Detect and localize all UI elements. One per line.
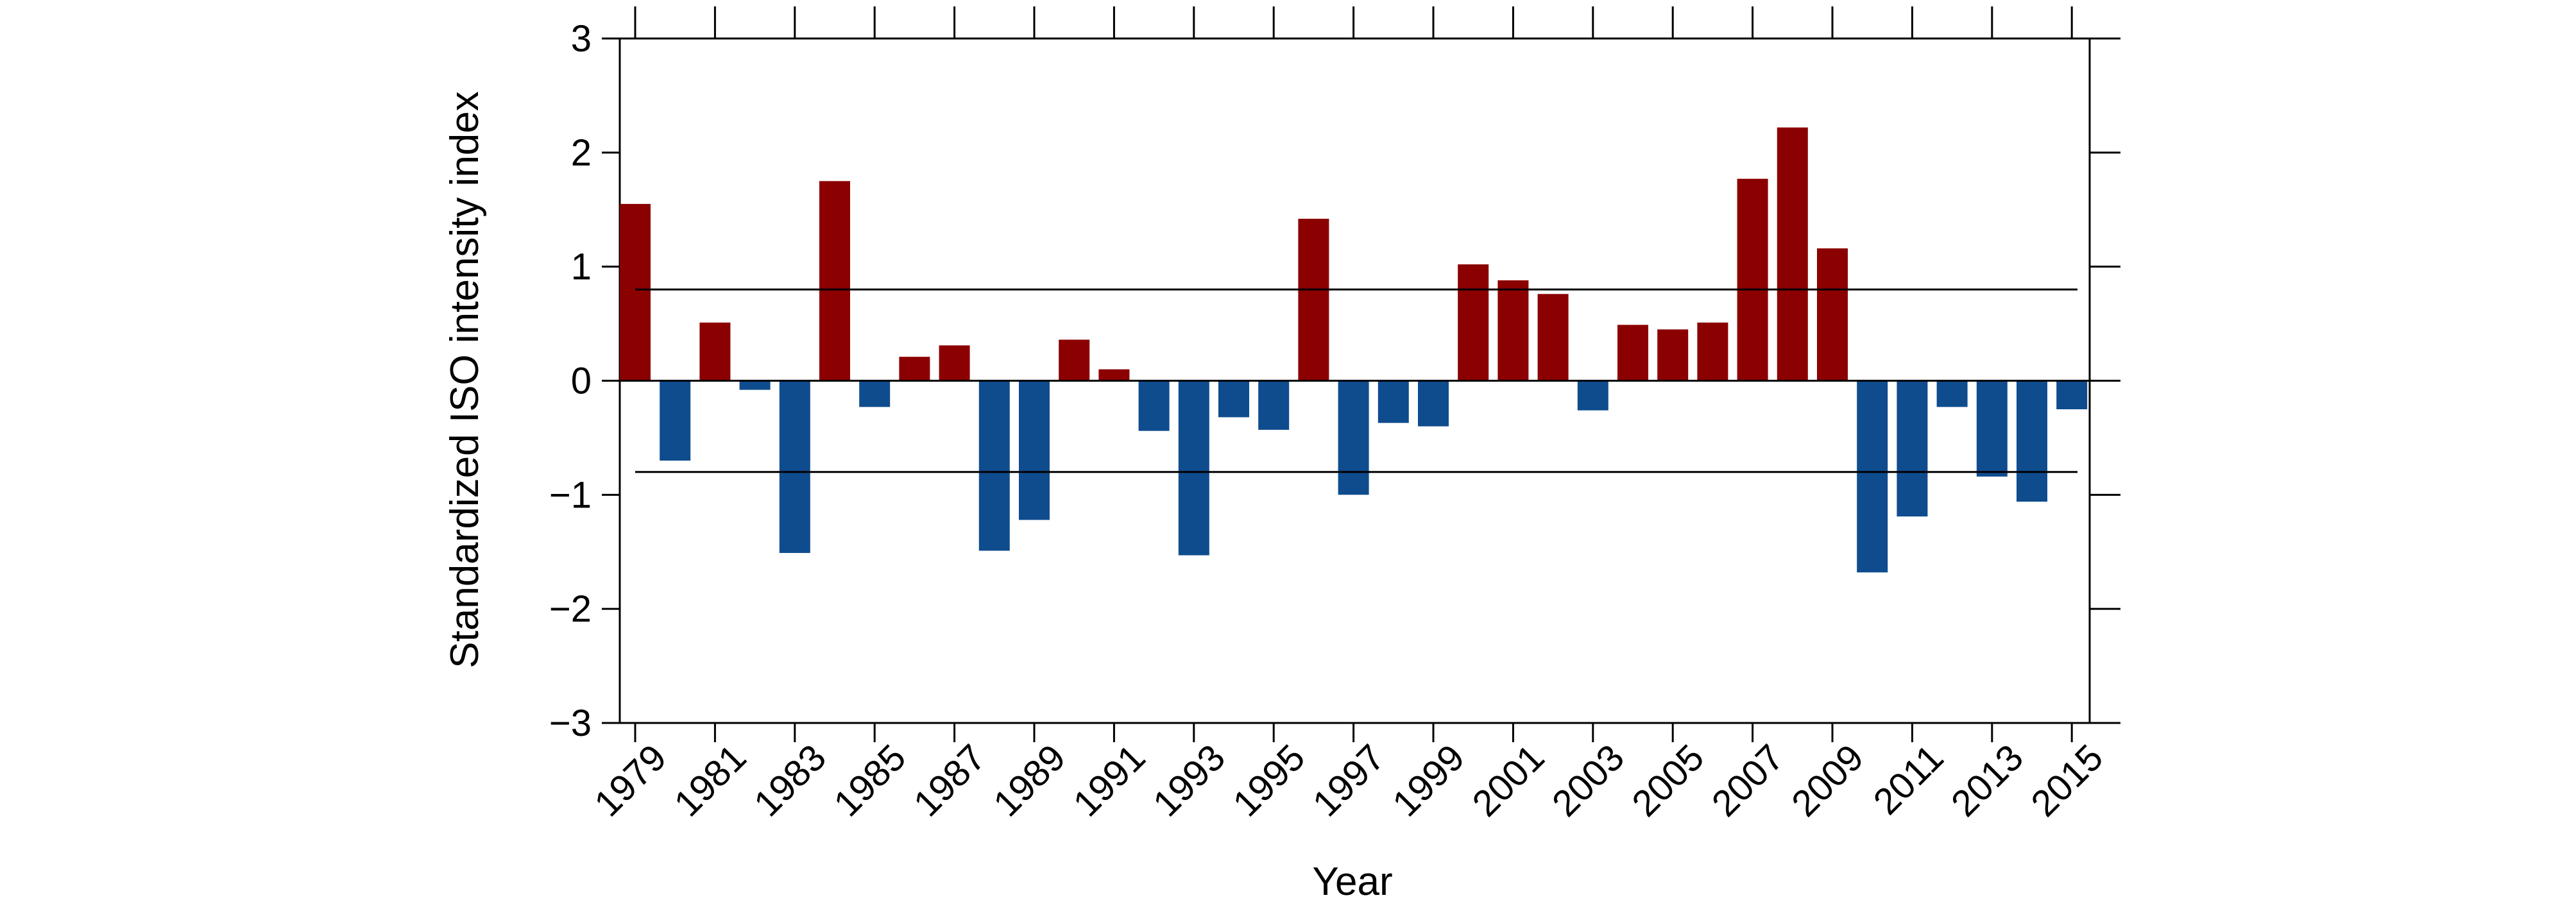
y-tick-label: 3 (571, 18, 592, 60)
y-axis: −3 −2 −1 0 1 2 3 (549, 18, 2120, 744)
x-tick-label: 2013 (1943, 736, 2031, 824)
x-tick-label: 1985 (826, 736, 914, 824)
bar-1990 (1059, 339, 1090, 381)
bar-1986 (899, 357, 930, 381)
y-tick-label: −2 (549, 588, 592, 630)
bar-1991 (1098, 369, 1130, 381)
x-axis-title: Year (1312, 860, 1392, 904)
bar-2002 (1537, 294, 1569, 381)
bar-1995 (1258, 380, 1290, 430)
bar-2003 (1577, 380, 1608, 411)
x-tick-label: 1991 (1065, 736, 1153, 824)
x-tick-label: 1989 (985, 736, 1073, 824)
bar-1982 (739, 380, 771, 390)
x-tick-label: 1983 (746, 736, 834, 824)
bar-1993 (1178, 380, 1209, 556)
bar-2014 (2017, 380, 2047, 502)
x-tick-label: 2009 (1784, 736, 1872, 824)
bar-1996 (1298, 219, 1329, 381)
x-tick-label: 2015 (2023, 736, 2111, 824)
bar-1994 (1218, 380, 1249, 418)
x-tick-label: 2007 (1704, 736, 1792, 824)
x-tick-label: 1987 (906, 736, 994, 824)
bar-2010 (1857, 380, 1888, 573)
bar-1988 (978, 380, 1010, 551)
x-tick-label: 2011 (1865, 736, 1951, 822)
x-tick-label: 2003 (1544, 736, 1632, 824)
x-tick-label: 2005 (1624, 736, 1712, 824)
x-tick-label: 1981 (666, 736, 754, 824)
bar-1979 (620, 203, 651, 381)
bar-2005 (1657, 329, 1689, 381)
bar-2015 (2056, 380, 2088, 409)
bar-1997 (1338, 380, 1369, 495)
bar-1984 (819, 181, 850, 381)
bar-2012 (1936, 380, 1968, 407)
bar-2006 (1697, 322, 1728, 381)
y-tick-label: 1 (571, 246, 592, 288)
x-tick-label: 2001 (1464, 736, 1552, 824)
bar-2009 (1817, 248, 1848, 381)
bar-1987 (939, 345, 970, 381)
bar-2011 (1897, 380, 1928, 517)
bar-2001 (1497, 280, 1529, 381)
bars-group (620, 127, 2088, 573)
x-tick-label: 1999 (1385, 736, 1472, 824)
bar-1998 (1378, 380, 1409, 423)
y-tick-label: 0 (571, 361, 592, 402)
bar-1989 (1019, 380, 1050, 520)
bar-1999 (1418, 380, 1449, 427)
bar-1992 (1138, 380, 1170, 431)
x-tick-label: 1979 (586, 736, 674, 824)
x-tick-label: 1993 (1145, 736, 1233, 824)
bar-1980 (660, 380, 691, 461)
x-tick-label: 1995 (1225, 736, 1313, 824)
bar-2004 (1617, 325, 1648, 381)
y-tick-label: −1 (549, 474, 592, 516)
bar-1981 (699, 322, 731, 381)
y-tick-label: 2 (571, 132, 592, 174)
bar-1983 (779, 380, 810, 553)
bar-2000 (1458, 264, 1489, 381)
y-tick-label: −3 (549, 702, 592, 744)
bar-2008 (1777, 127, 1808, 381)
bar-2007 (1737, 178, 1768, 381)
x-tick-label: 1997 (1305, 736, 1393, 824)
reference-lines (620, 288, 2090, 473)
bar-2013 (1976, 380, 2008, 477)
bar-1985 (859, 380, 891, 407)
y-axis-title: Standardized ISO intensity index (443, 91, 487, 668)
